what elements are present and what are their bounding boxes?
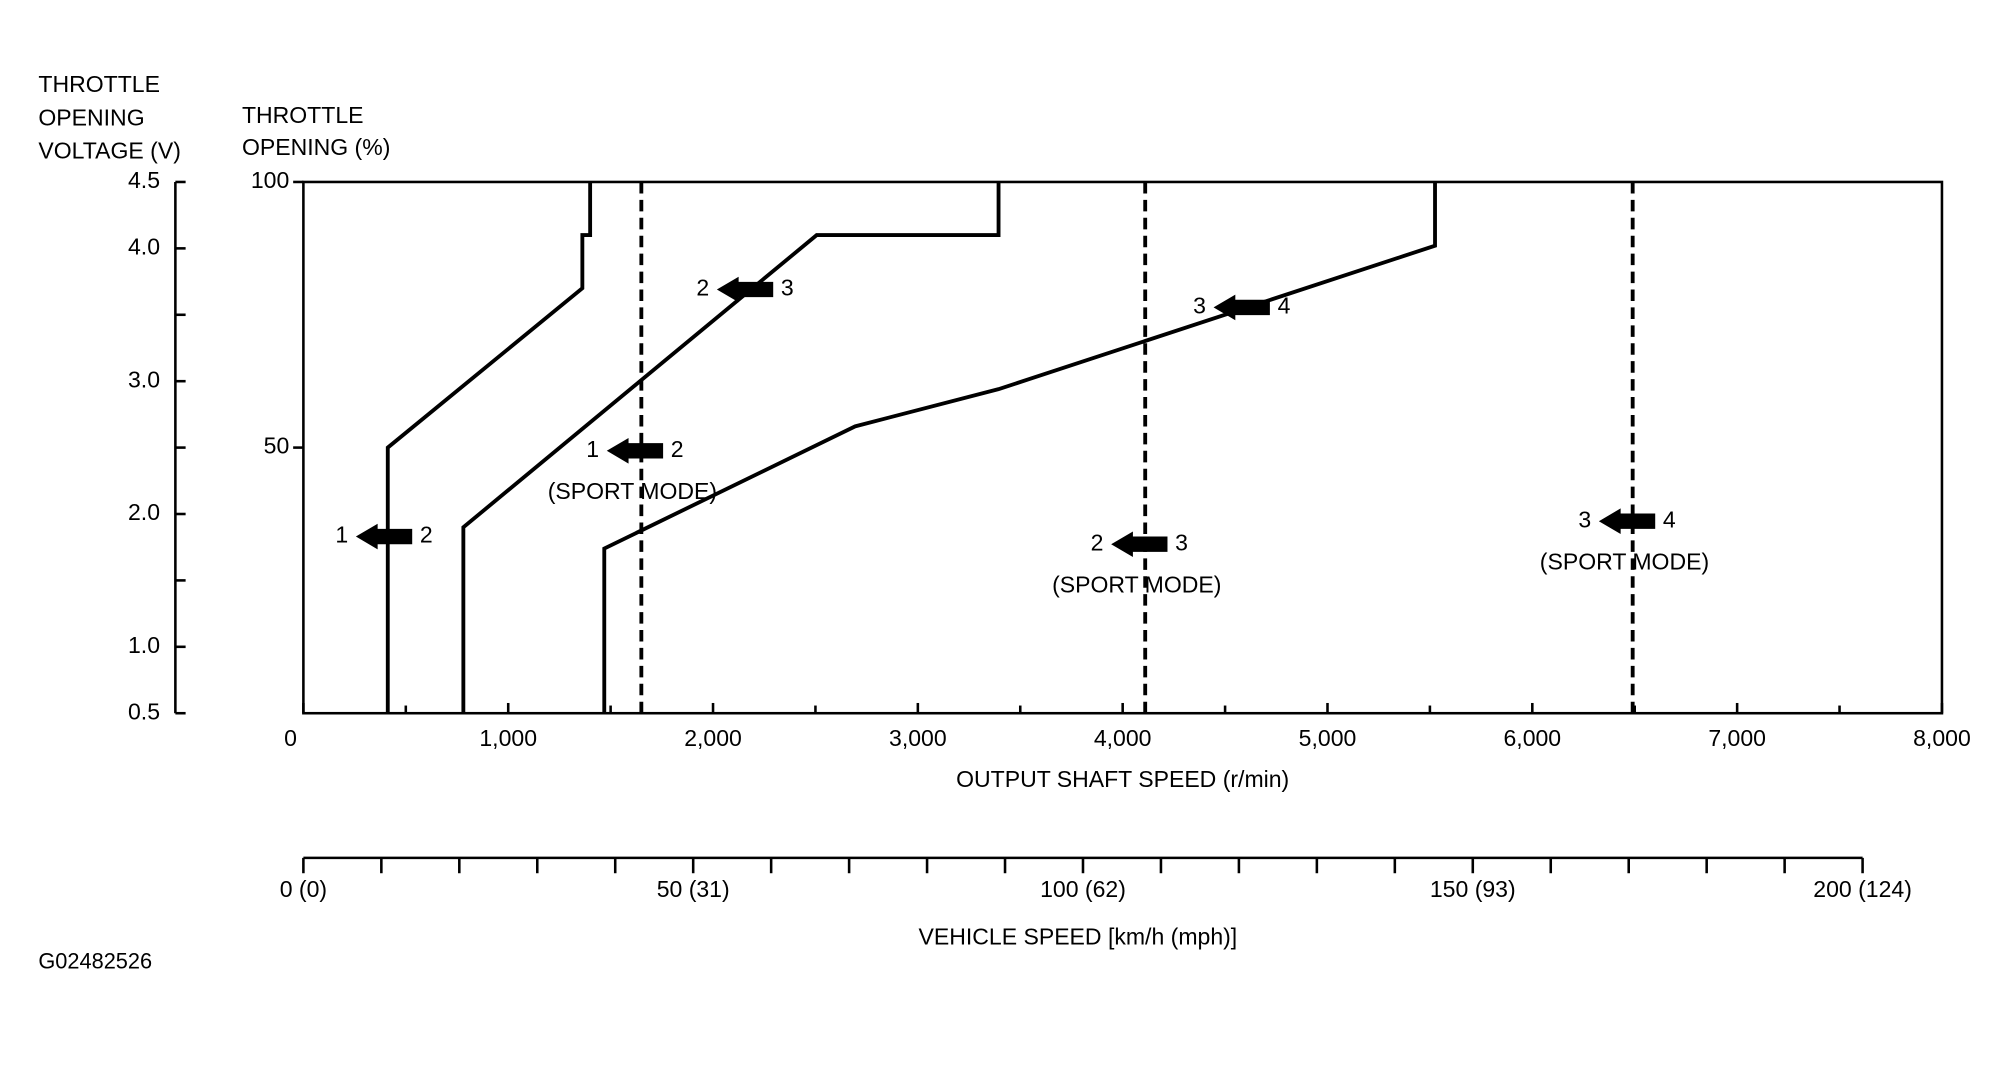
shift-line — [461, 181, 1001, 714]
x-tick-label: 8,000 — [1913, 725, 1971, 751]
x-tick-label: 2,000 — [684, 725, 742, 751]
shift-arrow — [355, 523, 413, 550]
plot-frame — [302, 180, 1944, 715]
x-tick-label: 4,000 — [1094, 725, 1152, 751]
voltage-tick-label: 1.0 — [128, 632, 160, 658]
shift-from: 3 — [1578, 506, 1591, 532]
x2-tick-label: 50 (31) — [657, 876, 730, 902]
voltage-tick-label: 2.0 — [128, 499, 160, 525]
x2-axis-title: VEHICLE SPEED [km/h (mph)] — [919, 924, 1238, 950]
shift-line — [385, 181, 593, 714]
shift-from: 3 — [1193, 293, 1206, 319]
shift-arrow — [1111, 531, 1168, 558]
shift-arrow — [716, 276, 774, 303]
shift-to: 4 — [1663, 506, 1676, 532]
y-axis-title-left: THROTTLE — [38, 71, 160, 97]
y-tick-label: 50 — [264, 433, 290, 459]
shift-from: 2 — [696, 275, 709, 301]
y-axis-title: OPENING (%) — [242, 134, 390, 160]
shift-arrow — [1598, 508, 1656, 534]
shift-from: 2 — [1091, 529, 1104, 555]
shift-to: 3 — [781, 275, 794, 301]
shift-arrow — [606, 437, 664, 464]
x-tick-label: 5,000 — [1299, 725, 1357, 751]
x2-tick-label: 200 (124) — [1813, 876, 1912, 902]
x2-tick-label: 150 (93) — [1430, 876, 1516, 902]
shift-to: 2 — [671, 436, 684, 462]
voltage-tick-label: 4.0 — [128, 233, 160, 259]
shift-from: 1 — [335, 522, 348, 548]
shift-line — [602, 181, 1437, 714]
shift-note: (SPORT MODE) — [1540, 549, 1709, 575]
shift-to: 3 — [1175, 529, 1188, 555]
y-axis-title-left: VOLTAGE (V) — [38, 138, 180, 164]
x-tick-label: 6,000 — [1503, 725, 1561, 751]
y-tick-label: 100 — [251, 167, 289, 193]
voltage-tick-label: 4.5 — [128, 167, 160, 193]
shift-note: (SPORT MODE) — [1052, 572, 1221, 598]
y-axis-title: THROTTLE — [242, 102, 364, 128]
x-tick-label: 3,000 — [889, 725, 947, 751]
x-axis-title: OUTPUT SHAFT SPEED (r/min) — [956, 766, 1289, 792]
voltage-tick-label: 3.0 — [128, 366, 160, 392]
shift-to: 2 — [420, 522, 433, 548]
figure-id: G02482526 — [38, 949, 152, 974]
shift-from: 1 — [586, 436, 599, 462]
shift-note: (SPORT MODE) — [548, 478, 717, 504]
shift-arrow — [1213, 294, 1270, 321]
voltage-tick-label: 0.5 — [128, 698, 160, 724]
x-tick-label: 0 — [284, 725, 297, 751]
x-tick-label: 1,000 — [479, 725, 537, 751]
y-axis-title-left: OPENING — [38, 104, 144, 130]
x2-tick-label: 0 (0) — [280, 876, 327, 902]
x2-tick-label: 100 (62) — [1040, 876, 1126, 902]
shift-to: 4 — [1278, 293, 1291, 319]
x-tick-label: 7,000 — [1708, 725, 1766, 751]
